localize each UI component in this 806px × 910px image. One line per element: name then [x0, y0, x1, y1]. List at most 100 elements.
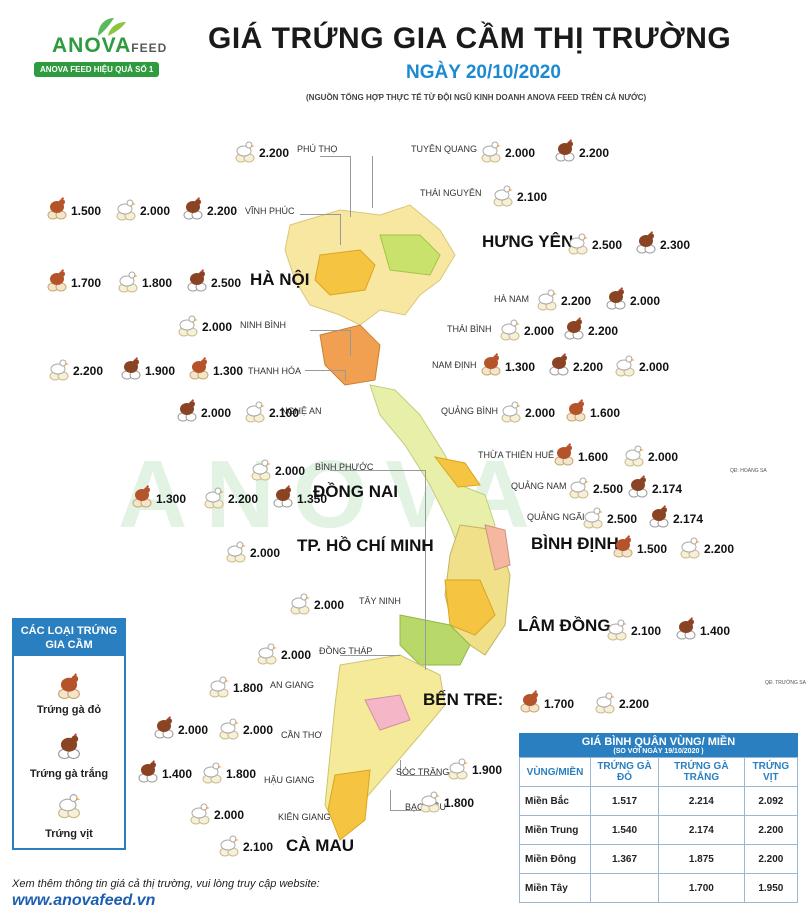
- red-egg-icon: [520, 690, 540, 713]
- source-note: (NGUỒN TỔNG HỢP THỰC TẾ TỪ ĐỘI NGŨ KINH …: [306, 93, 647, 102]
- average-price-table: GIÁ BÌNH QUÂN VÙNG/ MIỀN (SO VỚI NGÀY 19…: [519, 733, 799, 910]
- egg-price: 2.000: [243, 723, 274, 737]
- duck-egg-icon: [624, 445, 644, 467]
- province-label: AN GIANG: [270, 680, 315, 690]
- duck-egg-icon: [290, 593, 310, 615]
- map-region-hue: [433, 456, 481, 488]
- logo-main: ANOVA: [52, 34, 132, 57]
- white-egg-icon: [649, 505, 669, 528]
- table-row: Miền Tây 1.700 1.950: [519, 873, 799, 903]
- province-label: THÁI NGUYÊN: [420, 188, 482, 198]
- duck-egg-icon: [448, 758, 468, 780]
- province-label: QUẢNG NAM: [511, 481, 567, 491]
- map-region-cantho: [364, 694, 411, 731]
- table-cell: 2.200: [743, 815, 799, 845]
- leader-line: [310, 330, 351, 356]
- egg-price: 2.000: [630, 294, 661, 308]
- page-date: NGÀY 20/10/2020: [406, 62, 561, 83]
- egg-price: 2.000: [525, 406, 556, 420]
- island-hoang-sa: QĐ. HOÀNG SA: [730, 468, 767, 474]
- egg-price: 2.000: [275, 464, 306, 478]
- duck-egg-icon: [178, 315, 198, 337]
- egg-price: 1.900: [472, 763, 503, 777]
- duck-egg-icon: [219, 835, 239, 857]
- table-row: Miền Trung 1.540 2.174 2.200: [519, 815, 799, 845]
- duck-egg-icon: [537, 289, 557, 311]
- egg-price: 1.500: [637, 542, 668, 556]
- map-region-southeast: [399, 614, 471, 666]
- duck-egg-icon: [257, 643, 277, 665]
- white-egg-icon: [154, 716, 174, 739]
- column-header: VÙNG/MIỀN: [519, 757, 591, 787]
- egg-price: 2.000: [639, 360, 670, 374]
- egg-price: 1.300: [156, 492, 187, 506]
- duck-egg-icon: [235, 141, 255, 163]
- province-label: THÁI BÌNH: [447, 324, 492, 334]
- province-label: BẾN TRE:: [423, 690, 504, 709]
- egg-price: 2.500: [592, 238, 623, 252]
- white-egg-icon: [555, 139, 575, 162]
- table-cell: 1.875: [658, 844, 745, 874]
- province-label: TUYÊN QUANG: [411, 144, 478, 154]
- map-region-lamdong: [444, 579, 496, 636]
- white-egg-icon: [187, 269, 207, 292]
- table-row: Miền Bắc 1.517 2.214 2.092: [519, 786, 799, 816]
- egg-price: 1.400: [700, 624, 731, 638]
- table-cell: 2.200: [743, 844, 799, 874]
- province-label: THANH HÓA: [248, 366, 302, 376]
- egg-price: 1.500: [71, 204, 102, 218]
- average-table: VÙNG/MIỀN TRỨNG GÀ ĐỎ TRỨNG GÀ TRẮNG TRỨ…: [519, 757, 799, 903]
- province-label: KIÊN GIANG: [278, 812, 331, 822]
- red-egg-icon: [613, 535, 633, 558]
- egg-price: 2.100: [517, 190, 548, 204]
- egg-price: 2.200: [704, 542, 735, 556]
- table-cell: 1.950: [743, 873, 799, 903]
- logo-ribbon: ANOVA FEED HIỆU QUẢ SỐ 1: [34, 62, 160, 77]
- table-cell: Miền Tây: [519, 873, 591, 903]
- egg-price: 2.000: [524, 324, 555, 338]
- table-cell: 2.174: [658, 815, 745, 845]
- footer-note: Xem thêm thông tin giá cả thị trường, vu…: [12, 878, 320, 890]
- egg-price: 2.200: [259, 146, 290, 160]
- white-egg-icon: [549, 353, 569, 376]
- map-region-hanoi: [314, 249, 376, 296]
- egg-price: 2.000: [201, 406, 232, 420]
- leader-line: [400, 760, 441, 776]
- table-cell: 1.540: [589, 815, 660, 845]
- red-egg-icon: [481, 353, 501, 376]
- white-egg-icon: [121, 357, 141, 380]
- egg-price: 2.200: [561, 294, 592, 308]
- red-egg-icon: [58, 673, 80, 700]
- duck-egg-icon: [204, 487, 224, 509]
- white-egg-icon: [606, 287, 626, 310]
- province-label: HÀ NỘI: [250, 270, 310, 289]
- egg-price: 1.800: [444, 796, 475, 810]
- red-egg-icon: [132, 485, 152, 508]
- leader-line: [305, 370, 346, 381]
- white-egg-icon: [273, 485, 293, 508]
- legend-duck-egg: Trứng vịt: [45, 828, 93, 840]
- column-header: TRỨNG GÀ TRẮNG: [658, 757, 745, 787]
- website-link[interactable]: www.anovafeed.vn: [12, 892, 156, 909]
- duck-egg-icon: [245, 401, 265, 423]
- province-label: HẬU GIANG: [264, 775, 315, 785]
- province-label: NGHỆ AN: [281, 406, 322, 416]
- egg-price: 2.200: [207, 204, 238, 218]
- duck-egg-icon: [251, 459, 271, 481]
- duck-egg-icon: [209, 676, 229, 698]
- duck-egg-icon: [481, 141, 501, 163]
- duck-egg-icon: [501, 401, 521, 423]
- egg-price: 2.500: [211, 276, 242, 290]
- table-cell: 2.092: [743, 786, 799, 816]
- province-label: PHÚ THỌ: [297, 144, 338, 154]
- duck-egg-icon: [116, 199, 136, 221]
- province-label: QUẢNG BÌNH: [441, 406, 499, 416]
- province-label: HÀ NAM: [494, 294, 530, 304]
- egg-legend: CÁC LOẠI TRỨNG GIA CẦM Trứng gà đỏ Trứng…: [12, 618, 126, 850]
- province-label: ĐỒNG NAI: [313, 482, 398, 501]
- table-header-row: VÙNG/MIỀN TRỨNG GÀ ĐỎ TRỨNG GÀ TRẮNG TRỨ…: [519, 757, 799, 787]
- logo: ANOVAFEED ANOVA FEED HIỆU QUẢ SỐ 1: [34, 16, 184, 82]
- duck-egg-icon: [219, 718, 239, 740]
- province-label: BÌNH PHƯỚC: [315, 462, 374, 472]
- egg-price: 1.900: [145, 364, 176, 378]
